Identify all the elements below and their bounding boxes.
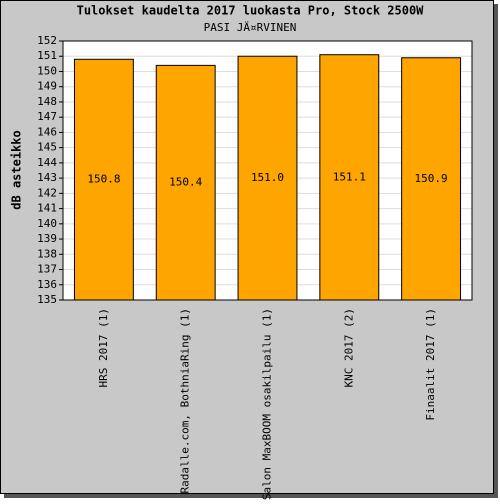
y-tick-label: 142 [37,186,57,199]
value-label: 150.8 [87,173,120,186]
plot-border [62,40,473,301]
x-tick-label: Radalle.com, BothniaRing (1) [179,308,192,493]
x-tick-label: KNC 2017 (2) [342,308,355,387]
y-axis-title: dB asteikko [10,130,24,209]
y-tick-label: 137 [37,263,57,276]
value-label: 150.9 [415,172,448,185]
chart-subtitle: PASI JÄ¤RVINEN [204,21,297,34]
y-tick-label: 143 [37,171,57,184]
value-label: 151.0 [251,171,284,184]
x-tick-label: ÑSalon MaxBOOM osakilpailu (1) [261,308,274,500]
y-tick-label: 145 [37,141,57,154]
x-tick-label: HRS 2017 (1) [97,308,110,387]
value-label: 150.4 [169,176,202,189]
y-tick-label: 150 [37,64,57,77]
y-tick-label: 146 [37,125,57,138]
value-label: 151.1 [333,170,366,183]
chart-title: Tulokset kaudelta 2017 luokasta Pro, Sto… [77,4,425,18]
x-tick-label: Finaalit 2017 (1) [424,308,437,421]
y-tick-label: 149 [37,80,57,93]
bar [319,54,380,301]
bar [155,64,216,301]
y-tick-label: 144 [37,156,57,169]
y-tick-label: 140 [37,217,57,230]
y-tick-label: 152 [37,34,57,47]
bar [401,57,462,301]
y-tick-label: 141 [37,202,57,215]
y-tick-label: 138 [37,247,57,260]
y-tick-label: 148 [37,95,57,108]
y-tick-label: 147 [37,110,57,123]
y-tick-label: 136 [37,278,57,291]
y-tick-label: 135 [37,293,57,306]
bar [237,55,298,301]
y-tick-label: 139 [37,232,57,245]
y-tick-label: 151 [37,49,57,62]
